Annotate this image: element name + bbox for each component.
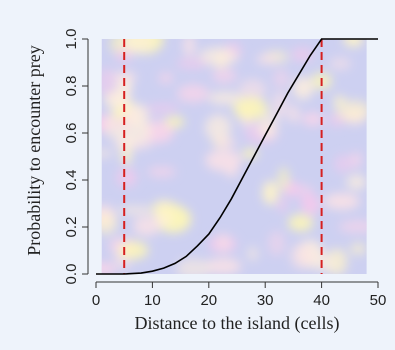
series-layer	[96, 38, 378, 275]
heatmap-cell	[335, 99, 367, 121]
heatmap-cell	[208, 91, 242, 105]
heatmap-cell	[262, 181, 279, 205]
heatmap-cell	[247, 246, 259, 261]
heatmap-cell	[350, 152, 362, 168]
y-tick-label: 0.6	[63, 123, 80, 144]
heatmap-cell	[104, 90, 130, 109]
heatmap-cell	[176, 57, 208, 70]
heatmap-cell	[277, 198, 288, 212]
heatmap-cell	[101, 212, 118, 235]
heatmap-cell	[101, 262, 117, 274]
heatmap-cell	[215, 137, 237, 149]
heatmap-cell	[198, 47, 238, 67]
y-tick-label: 0.2	[63, 217, 80, 238]
y-axis-label: Probability to encounter prey	[24, 45, 44, 255]
heatmap-cell	[101, 67, 116, 96]
heatmap-cell	[145, 103, 180, 114]
heatmap-cell	[205, 149, 242, 172]
heatmap-cell	[273, 69, 290, 88]
heatmap-cell	[238, 79, 267, 101]
heatmap-cell	[158, 72, 174, 84]
x-tick-label: 10	[144, 292, 161, 309]
x-axis-label: Distance to the island (cells)	[135, 313, 340, 334]
heatmap-cell	[205, 114, 232, 141]
series-line-0	[96, 38, 378, 275]
heatmap-cell	[116, 168, 137, 187]
heatmap-cell	[123, 103, 149, 128]
heatmap-cell	[334, 155, 352, 173]
y-tick-label: 0.4	[63, 170, 80, 191]
heatmap-cell	[289, 243, 314, 269]
heatmap-cell	[212, 68, 237, 83]
heatmap-cell	[233, 96, 268, 120]
heatmap-cell	[115, 139, 137, 150]
x-tick-label: 0	[92, 292, 100, 309]
heatmap-cell	[278, 166, 290, 191]
y-tick-label: 0.0	[63, 264, 80, 285]
x-tick-label: 20	[200, 292, 217, 309]
heatmap-cell	[117, 205, 154, 215]
y-tick-label: 1.0	[63, 29, 80, 50]
heatmap-cell	[272, 91, 288, 119]
y-tick-label: 0.8	[63, 76, 80, 97]
heatmap-cell	[120, 39, 154, 55]
x-tick-label: 30	[257, 292, 274, 309]
heatmap-background	[101, 39, 367, 274]
x-tick-label: 50	[370, 292, 387, 309]
heatmap-cell	[143, 120, 174, 143]
heatmap-cell	[302, 112, 324, 126]
heatmap-cell	[133, 216, 161, 236]
axes: 0 10 20 30 40 50 0.0 0.2 0.4 0.6 0.8 1.0	[63, 29, 386, 309]
heatmap-cell	[313, 254, 336, 273]
heatmap-cell	[329, 57, 352, 70]
heatmap-cell	[256, 54, 279, 65]
heatmap-cell	[120, 145, 132, 165]
heatmap-cell	[268, 231, 286, 256]
heatmap-cell	[101, 149, 114, 158]
heatmap-cell	[118, 241, 149, 260]
heatmap-cell	[343, 39, 364, 47]
reference-lines	[123, 39, 323, 274]
heatmap-cell	[183, 39, 196, 57]
heatmap-cell	[349, 243, 367, 255]
heatmap-cell	[288, 105, 300, 124]
heatmap-cell	[176, 258, 211, 274]
heatmap-cell	[217, 233, 231, 252]
heatmap-cell	[293, 77, 314, 100]
heatmap-cell	[346, 174, 367, 190]
heatmap-cell	[338, 220, 367, 233]
heatmap-cell	[300, 190, 317, 214]
heatmap-cell	[177, 84, 210, 103]
heatmap-cell	[288, 214, 314, 232]
x-tick-label: 40	[313, 292, 330, 309]
heatmap-cell	[165, 116, 185, 128]
heatmap-cell	[147, 166, 176, 178]
heatmap-cell	[150, 200, 180, 217]
heatmap-cell	[204, 258, 242, 274]
heatmap-cell	[323, 193, 360, 210]
